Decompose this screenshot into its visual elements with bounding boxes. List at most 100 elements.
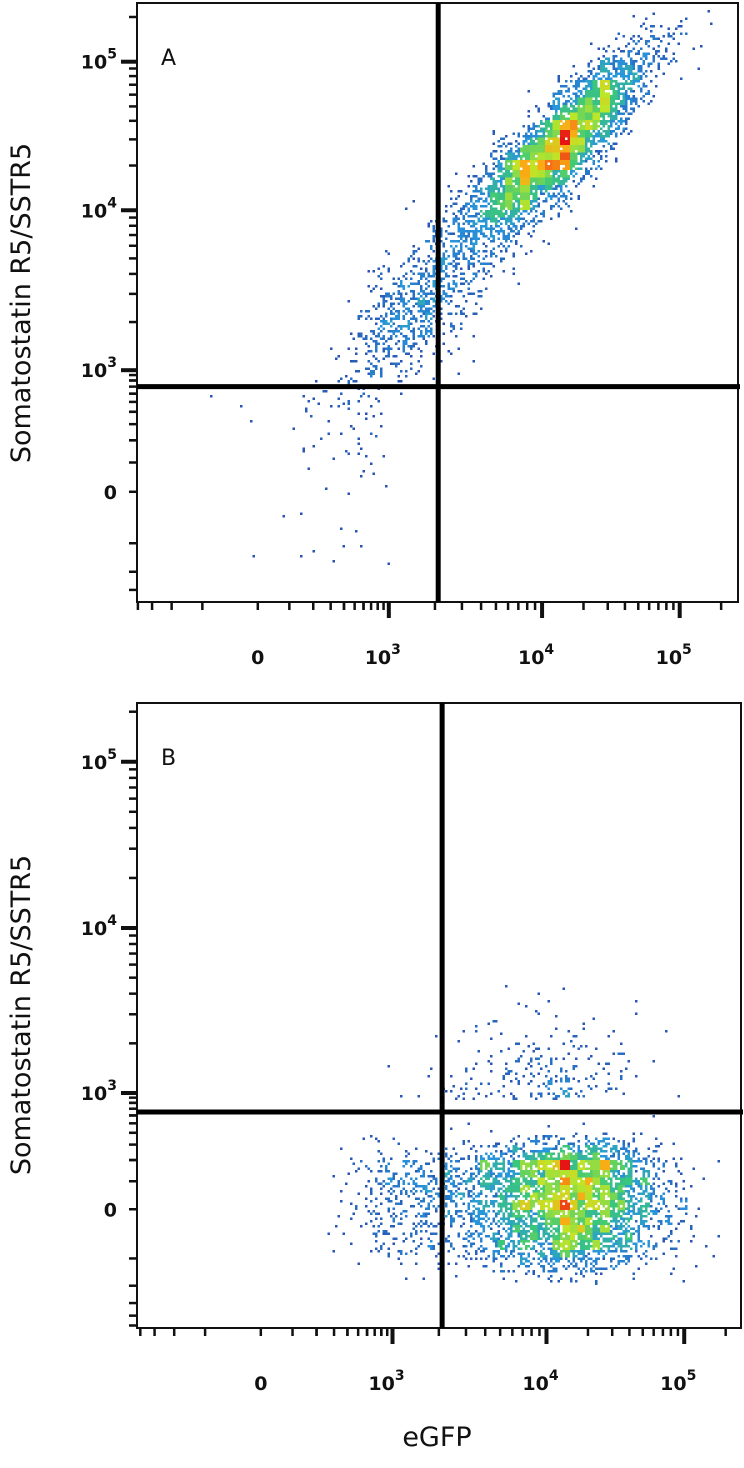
event-point xyxy=(562,170,565,173)
event-point xyxy=(382,322,385,325)
event-point xyxy=(500,162,503,165)
event-point xyxy=(522,182,525,185)
event-point xyxy=(620,1162,623,1165)
event-point xyxy=(597,1175,600,1178)
event-point xyxy=(540,120,543,123)
event-point xyxy=(327,432,330,435)
event-point xyxy=(507,1160,510,1163)
event-point xyxy=(572,112,575,115)
event-point xyxy=(330,347,333,350)
event-point xyxy=(595,97,598,100)
event-point xyxy=(557,1142,560,1145)
event-point xyxy=(542,1265,545,1268)
event-point xyxy=(532,1272,535,1275)
event-point xyxy=(542,1190,545,1193)
event-point xyxy=(520,155,523,158)
event-point xyxy=(500,1197,503,1200)
event-point xyxy=(620,92,623,95)
event-point xyxy=(525,182,528,185)
event-point xyxy=(575,1160,578,1163)
event-point xyxy=(550,107,553,110)
event-point xyxy=(597,152,600,155)
event-point xyxy=(520,1187,523,1190)
event-point xyxy=(507,185,510,188)
event-point xyxy=(597,1197,600,1200)
event-point xyxy=(512,1247,515,1250)
event-point xyxy=(595,1257,598,1260)
event-point xyxy=(595,112,598,115)
event-point xyxy=(572,1177,575,1180)
event-point xyxy=(415,342,418,345)
event-point xyxy=(652,1247,655,1250)
event-point xyxy=(347,407,350,410)
event-point xyxy=(615,70,618,73)
event-point xyxy=(580,92,583,95)
event-point xyxy=(532,1162,535,1165)
event-point xyxy=(585,100,588,103)
event-point xyxy=(610,1190,613,1193)
event-point xyxy=(557,192,560,195)
event-point xyxy=(617,1185,620,1188)
event-point xyxy=(535,1195,538,1198)
event-point xyxy=(545,147,548,150)
event-point xyxy=(632,1227,635,1230)
event-point xyxy=(475,272,478,275)
event-point xyxy=(355,530,358,533)
event-point xyxy=(485,197,488,200)
event-point xyxy=(390,337,393,340)
event-point xyxy=(572,152,575,155)
event-point xyxy=(532,160,535,163)
event-point xyxy=(587,65,590,68)
event-point xyxy=(555,1227,558,1230)
event-point xyxy=(595,1240,598,1243)
event-point xyxy=(602,1245,605,1248)
event-point xyxy=(665,1237,668,1240)
event-point xyxy=(610,72,613,75)
event-point xyxy=(605,1192,608,1195)
event-point xyxy=(570,120,573,123)
event-point xyxy=(450,287,453,290)
event-point xyxy=(565,117,568,120)
event-point xyxy=(547,120,550,123)
event-point xyxy=(652,47,655,50)
event-point xyxy=(575,152,578,155)
event-point xyxy=(542,172,545,175)
event-point xyxy=(542,132,545,135)
event-point xyxy=(582,160,585,163)
event-point xyxy=(460,312,463,315)
event-point xyxy=(582,97,585,100)
event-point xyxy=(442,277,445,280)
event-point xyxy=(607,1202,610,1205)
event-point xyxy=(432,335,435,338)
event-point xyxy=(565,127,568,130)
event-point xyxy=(485,167,488,170)
event-point xyxy=(500,197,503,200)
event-point xyxy=(497,195,500,198)
event-point xyxy=(605,1187,608,1190)
event-point xyxy=(627,67,630,70)
event-point xyxy=(645,55,648,58)
event-point xyxy=(590,1230,593,1233)
event-point xyxy=(372,305,375,308)
event-point xyxy=(545,197,548,200)
event-point xyxy=(485,272,488,275)
event-point xyxy=(480,262,483,265)
event-point xyxy=(430,245,433,248)
event-point xyxy=(480,1217,483,1220)
event-point xyxy=(567,110,570,113)
event-point xyxy=(592,130,595,133)
event-point xyxy=(552,175,555,178)
event-point xyxy=(542,157,545,160)
event-point xyxy=(625,117,628,120)
event-point xyxy=(605,135,608,138)
event-point xyxy=(552,1175,555,1178)
event-point xyxy=(670,1182,673,1185)
event-point xyxy=(607,100,610,103)
event-point xyxy=(645,1180,648,1183)
event-point xyxy=(585,1185,588,1188)
event-point xyxy=(577,100,580,103)
event-point xyxy=(565,150,568,153)
event-point xyxy=(590,1240,593,1243)
event-point xyxy=(500,212,503,215)
event-point xyxy=(425,327,428,330)
